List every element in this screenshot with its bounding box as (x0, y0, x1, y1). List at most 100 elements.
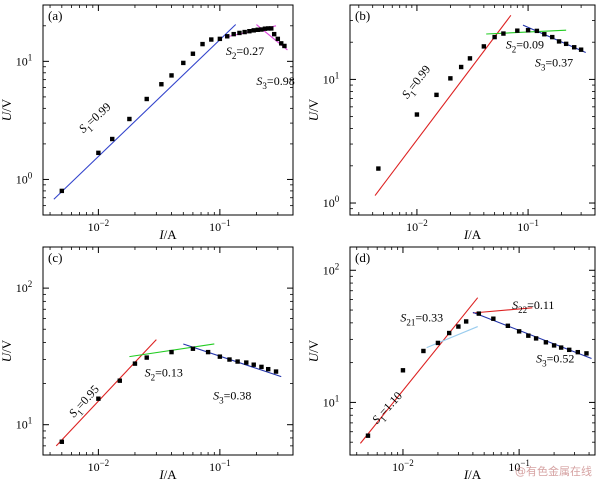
y-tick-label: 102 (323, 261, 340, 277)
data-point (127, 116, 132, 122)
data-point (525, 28, 531, 33)
data-point (563, 41, 569, 47)
x-tick-label: 10−1 (508, 458, 530, 474)
data-point (209, 37, 214, 42)
slope-annotation: S21=0.33 (400, 310, 443, 327)
data-point (251, 362, 256, 367)
data-point (269, 26, 274, 31)
y-tick-label: 101 (323, 393, 340, 409)
data-point (266, 366, 271, 372)
data-point (400, 368, 406, 373)
watermark: @有色金属在线 (515, 464, 592, 478)
data-point (463, 319, 469, 324)
panel-d: 10−2 10−1 101 102 I/A U/V (d) S1=1.10 S21=0.33 S2… (306, 246, 596, 482)
data-point (259, 364, 264, 370)
slope-annotation: S3=0.98 (256, 74, 294, 91)
y-axis-label: U/V (0, 98, 14, 121)
data-point (190, 51, 196, 56)
data-point (550, 34, 555, 40)
data-point (59, 188, 65, 194)
fit-line (426, 326, 478, 349)
data-point (132, 361, 138, 366)
data-point (491, 316, 496, 321)
data-point (117, 378, 122, 383)
data-point (227, 357, 232, 362)
data-point (542, 32, 547, 37)
fit-line (55, 339, 157, 447)
data-point (225, 34, 230, 39)
data-point (458, 64, 464, 70)
data-point (414, 112, 420, 117)
data-point (255, 27, 260, 32)
x-tick-label: 10−2 (88, 218, 110, 234)
plot-frame (42, 246, 294, 456)
data-point (262, 26, 268, 31)
x-axis-label: I/A (463, 467, 482, 482)
y-tick-label: 100 (16, 170, 33, 186)
data-point (421, 348, 426, 354)
panel-label: (b) (355, 8, 370, 23)
slope-annotation: S2=0.09 (506, 37, 544, 54)
y-tick-label: 101 (16, 416, 33, 432)
data-point (275, 36, 281, 42)
data-point (235, 359, 240, 364)
slope-annotation: S3=0.37 (535, 56, 573, 73)
plot-frame (42, 4, 294, 216)
data-point (558, 345, 564, 350)
slope-annotation: S2=0.27 (226, 44, 264, 61)
data-point (526, 333, 531, 338)
fit-line (183, 343, 282, 378)
data-point (467, 56, 473, 61)
data-point (551, 343, 557, 348)
data-point (575, 349, 581, 355)
panel-label: (a) (48, 8, 62, 23)
data-point (169, 73, 174, 78)
data-point (572, 45, 577, 50)
data-point (556, 39, 562, 44)
y-axis-label: U/V (306, 98, 321, 121)
y-tick-label: 102 (16, 279, 33, 295)
data-point (578, 47, 584, 52)
panel-b: 10−2 10−1 100 101 I/A U/V (b) S1=0.99 S2=0.09 S3=… (306, 4, 596, 242)
data-point (244, 360, 249, 365)
data-point (435, 340, 441, 346)
data-point (231, 31, 236, 37)
plot-area (53, 24, 288, 200)
data-point (237, 30, 242, 36)
data-point (96, 150, 101, 156)
data-point (533, 336, 539, 341)
data-point (492, 34, 497, 40)
slope-annotation: S3=0.52 (536, 352, 574, 369)
data-point (456, 324, 461, 329)
plot-frame (349, 4, 596, 216)
data-point (169, 349, 174, 355)
plot-area (374, 14, 586, 196)
data-point (365, 433, 371, 438)
slope-annotation: S3=0.38 (213, 388, 251, 405)
data-point (59, 439, 65, 444)
data-point (251, 28, 256, 33)
data-point (110, 136, 115, 142)
x-tick-label: 10−2 (392, 458, 414, 474)
x-tick-label: 10−2 (88, 458, 110, 474)
fit-line (374, 14, 512, 196)
data-point (205, 349, 211, 355)
data-point (515, 28, 520, 33)
data-point (190, 346, 196, 351)
slope-annotation: S2=0.13 (145, 365, 183, 382)
slope-annotation: S1=0.99 (399, 62, 436, 103)
slope-annotation: S1=1.10 (369, 389, 407, 429)
data-point (259, 27, 264, 32)
fit-line (359, 297, 479, 444)
data-point (266, 26, 271, 31)
data-point (271, 31, 277, 37)
x-tick-label: 10−1 (209, 218, 231, 234)
panel-label: (c) (48, 250, 62, 265)
panel-a: 10−2 10−1 100 101 I/A U/V (a) S1=0.99 S2=0.27 S3=… (0, 4, 295, 242)
data-point (481, 44, 487, 49)
y-tick-label: 101 (16, 52, 33, 68)
y-tick-label: 100 (323, 194, 340, 210)
slope-annotation: S22=0.11 (512, 298, 554, 315)
data-point (217, 354, 223, 359)
